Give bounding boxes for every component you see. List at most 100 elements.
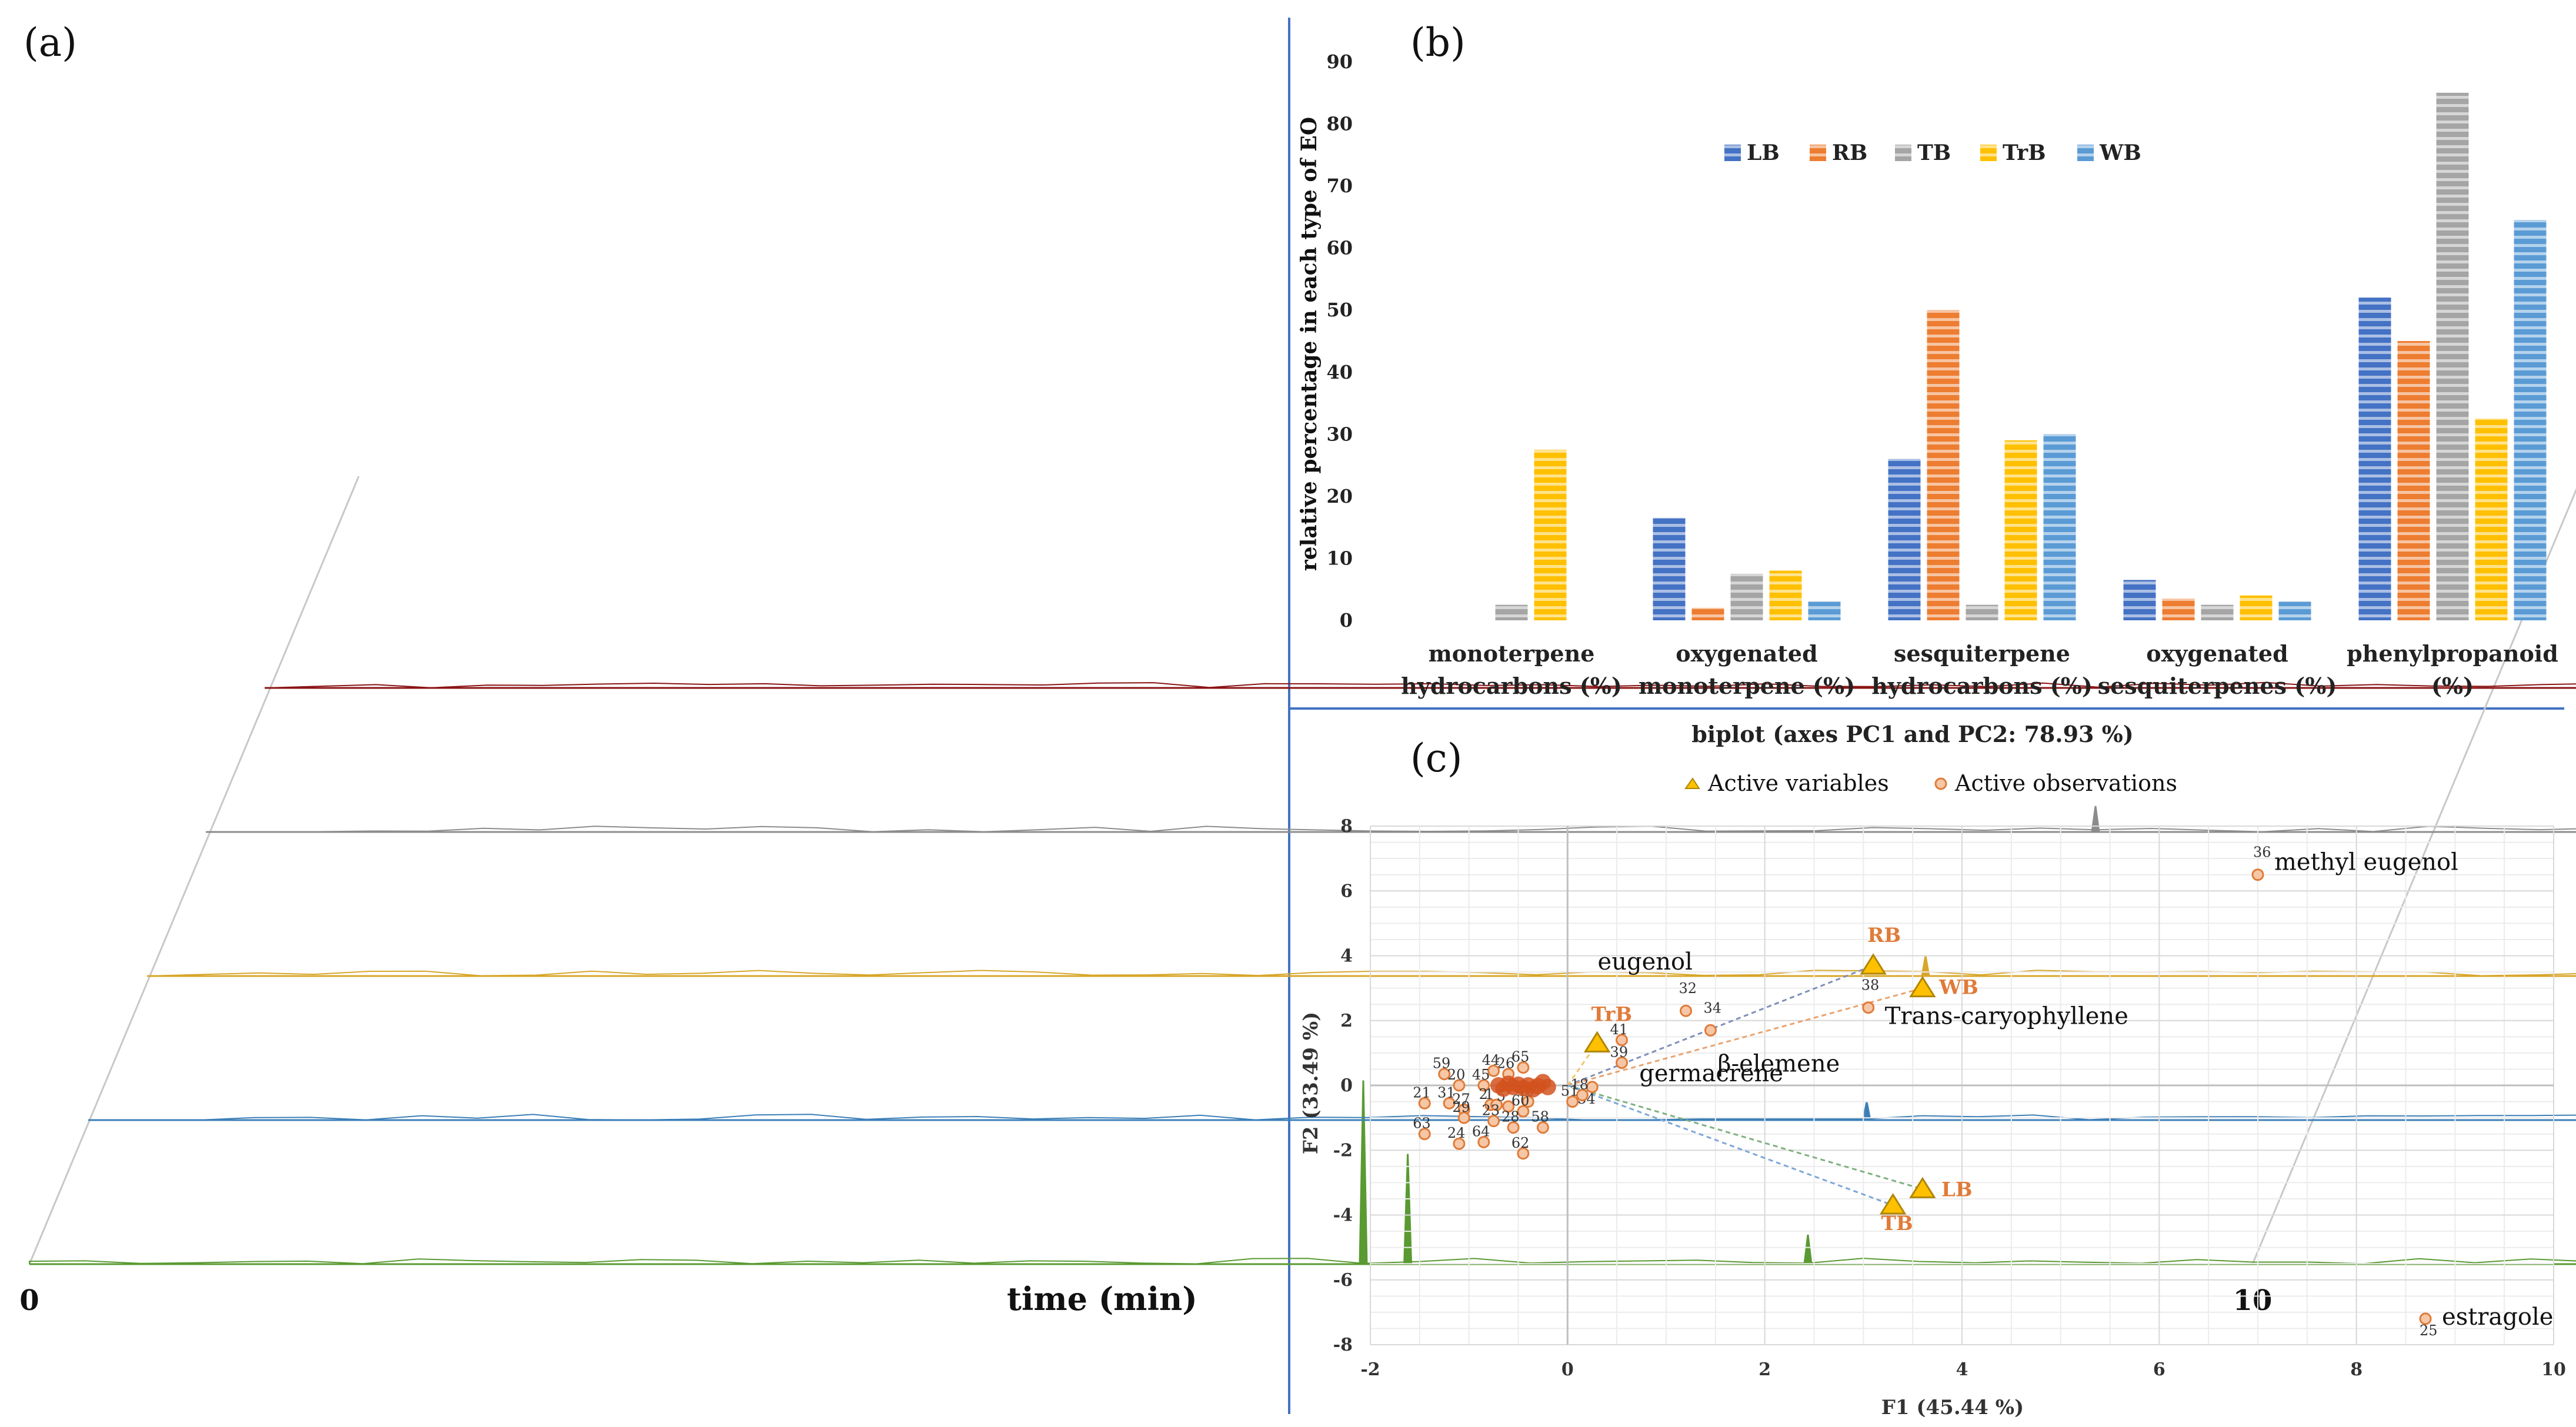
legend-active-observations: Active observations <box>1954 770 2177 796</box>
bar-category-label: monoterpene (%) <box>1639 673 1855 699</box>
legend-triangle-icon <box>1684 777 1700 789</box>
observation-id-label: 20 <box>1447 1067 1466 1083</box>
biplot-x-tick-label: 10 <box>2541 1359 2566 1380</box>
observation-point <box>1517 1105 1530 1118</box>
observation-id-label: 65 <box>1511 1049 1530 1065</box>
bar-y-tick-label: 10 <box>1326 547 1353 569</box>
bar-category-label: hydrocarbons (%) <box>1871 673 2093 699</box>
observation-point <box>1487 1115 1500 1128</box>
observation-point <box>1457 1111 1470 1124</box>
legend-entry-label: TB <box>1917 141 1951 165</box>
biplot-x-tick-label: 4 <box>1956 1359 1968 1380</box>
variable-vector <box>1567 964 1874 1087</box>
legend-active-variables: Active variables <box>1707 770 1889 796</box>
biplot-observations: 36 methyl eugenol 25 estragole 38 Trans-caryo… <box>1413 844 2553 1339</box>
biplot-x-axis-label: F1 (45.44 %) <box>1881 1396 2024 1419</box>
bar <box>1653 517 1686 620</box>
biplot-y-tick-label: -2 <box>1333 1140 1353 1161</box>
bar-category-label: monoterpene <box>1429 640 1595 667</box>
biplot-legend: Active variables Active observations <box>1684 770 2177 796</box>
panel-c: (c) biplot (axes PC1 and PC2: 78.93 %) A… <box>1299 721 2566 1419</box>
bar <box>1888 459 1921 620</box>
bar <box>2436 92 2469 620</box>
observation-id-label: 31 <box>1437 1084 1456 1101</box>
observation-point <box>1502 1100 1515 1113</box>
bar-category-label: (%) <box>2431 673 2474 699</box>
trace-noise <box>29 1258 2576 1265</box>
biplot-y-tick-label: 0 <box>1340 1075 1353 1096</box>
observation-point <box>1418 1097 1431 1109</box>
panel-b: (b) relative percentage in each type of … <box>1297 20 2558 699</box>
observation-id-label: 28 <box>1501 1109 1520 1125</box>
bar-chart-bars <box>1495 92 2547 621</box>
variable-label: RB <box>1867 924 1901 947</box>
panel-b-label: (b) <box>1410 20 1466 65</box>
bar <box>2514 220 2547 621</box>
observation-point <box>1453 1137 1466 1150</box>
biplot-title: biplot (axes PC1 and PC2: 78.93 %) <box>1691 721 2134 747</box>
legend-entry-label: RB <box>1832 141 1867 165</box>
bar-y-tick-label: 80 <box>1326 113 1353 135</box>
bar <box>2004 440 2037 620</box>
observation-point <box>1586 1081 1599 1094</box>
bar <box>2397 341 2430 620</box>
time-tick-label: 10 <box>2233 1284 2273 1317</box>
chromatogram-peak <box>1921 955 1930 977</box>
biplot-y-tick-label: 6 <box>1340 881 1353 901</box>
legend-swatch <box>1895 145 1911 161</box>
biplot-y-tick-label: -4 <box>1333 1205 1353 1226</box>
bar <box>1495 604 1528 620</box>
observation-point <box>1487 1064 1500 1077</box>
observation-point <box>1418 1128 1431 1141</box>
observation-id-label: 23 <box>1482 1102 1500 1119</box>
variable-vector <box>1567 1084 1923 1190</box>
bar-chart-y-axis-label: relative percentage in each type of EO <box>1297 117 1322 571</box>
floor-guide-line <box>28 476 360 1265</box>
observation-id-label: 58 <box>1531 1109 1549 1125</box>
chromatogram-peak <box>1803 1234 1813 1265</box>
bar <box>2278 601 2311 620</box>
observation-name-label: Trans-caryophyllene <box>1885 1003 2128 1030</box>
observation-point <box>1438 1068 1451 1081</box>
observation-point <box>1576 1089 1589 1102</box>
observation-id-label: 39 <box>1610 1044 1629 1060</box>
bar-category-label: hydrocarbons (%) <box>1401 673 1622 699</box>
observation-id-label: 64 <box>1472 1123 1490 1139</box>
chromatogram-x-axis-label: time (min) <box>1007 1280 1197 1318</box>
variable-triangle-icon <box>1583 1031 1611 1052</box>
observation-point <box>1517 1147 1530 1160</box>
observation-point <box>1616 1034 1629 1047</box>
biplot-y-axis-label: F2 (33.49 %) <box>1299 1012 1323 1154</box>
biplot-y-tick-label: 8 <box>1340 816 1353 837</box>
observation-point <box>1507 1121 1520 1134</box>
observation-id-label: 38 <box>1861 977 1880 994</box>
bar <box>2162 599 2195 620</box>
observation-id-label: 51 <box>1561 1083 1579 1100</box>
biplot-x-tick-label: 6 <box>2153 1359 2165 1380</box>
bar-y-tick-label: 90 <box>1326 51 1353 73</box>
bar <box>1730 573 1763 620</box>
biplot-x-tick-label: 2 <box>1759 1359 1771 1380</box>
observation-id-label: 27 <box>1452 1091 1470 1107</box>
chromatogram-peak <box>2091 806 2100 833</box>
bar <box>2240 595 2273 620</box>
bar <box>1927 310 1960 620</box>
observation-id-label: 21 <box>1413 1084 1431 1101</box>
observation-id-label: 29 <box>1452 1099 1470 1115</box>
observation-id-label: 59 <box>1433 1055 1451 1072</box>
observation-id-label: 25 <box>2420 1322 2438 1339</box>
observation-point <box>1862 1001 1875 1014</box>
observation-name-label: estragole <box>2442 1304 2553 1331</box>
variable-triangle-icon <box>1879 1193 1907 1215</box>
trace-noise <box>264 681 2576 689</box>
observation-point <box>1490 1098 1503 1111</box>
bar <box>1769 570 1802 620</box>
observation-point <box>1680 1004 1693 1017</box>
bar-category-label: sesquiterpene <box>1894 640 2070 667</box>
observation-point <box>1443 1097 1456 1109</box>
legend-swatch <box>2077 145 2094 161</box>
observation-point <box>1477 1135 1490 1148</box>
observation-id-label: 32 <box>1679 980 1697 997</box>
bar <box>2358 298 2391 621</box>
panel-a-label: (a) <box>24 20 77 65</box>
